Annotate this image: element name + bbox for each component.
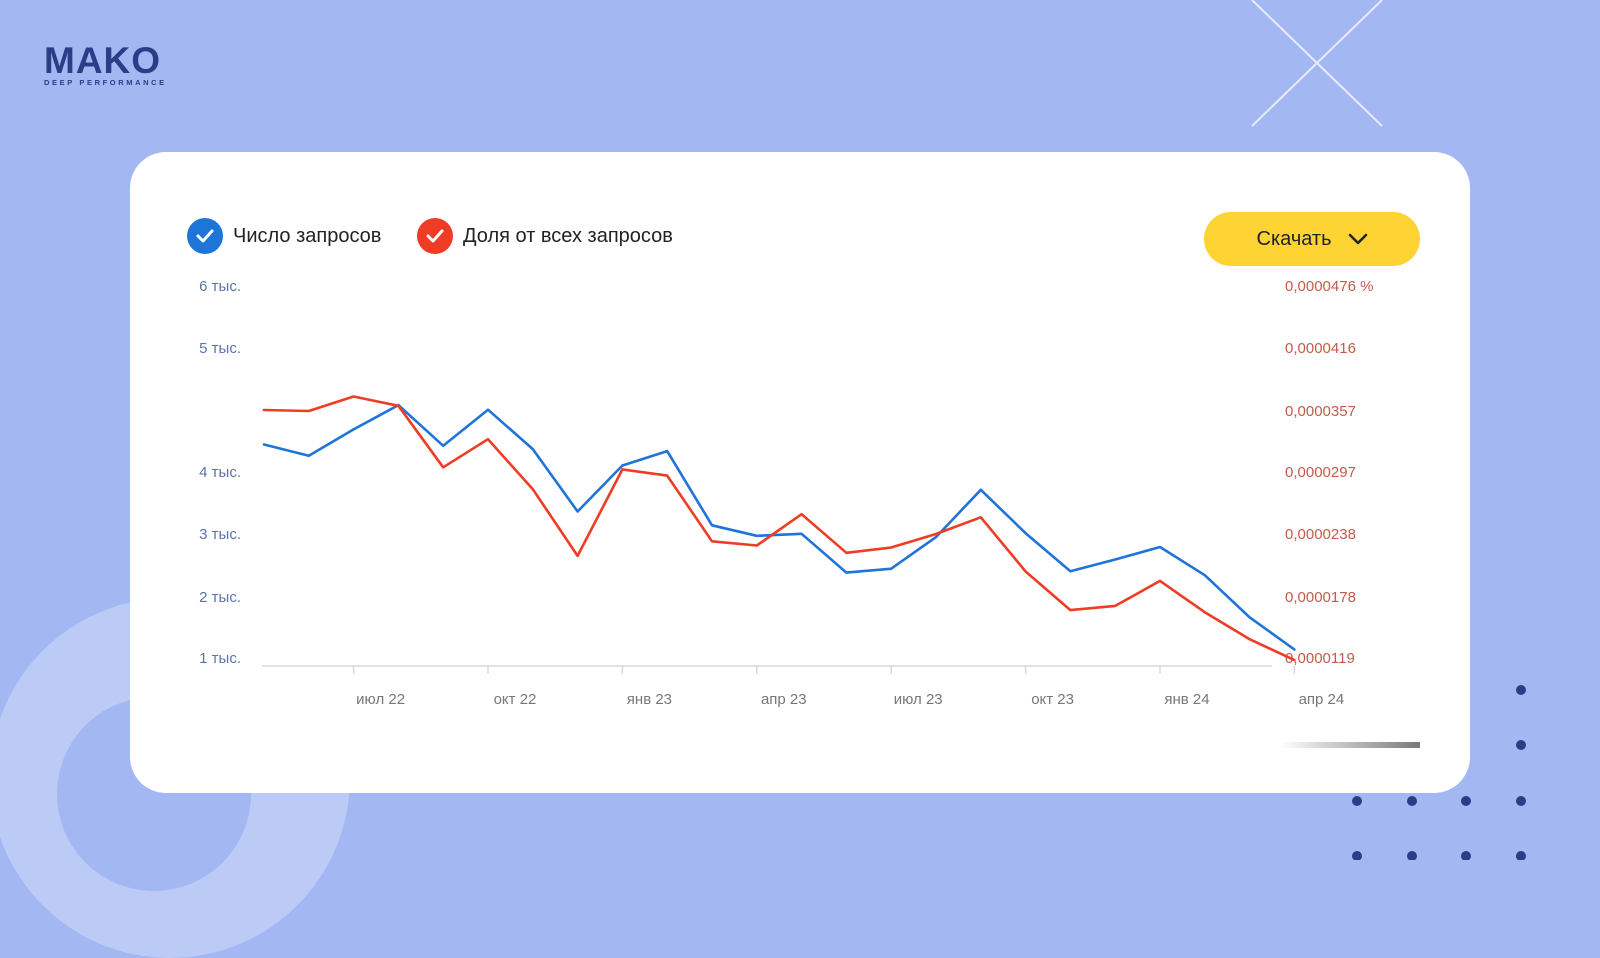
download-button[interactable]: Скачать [1204,212,1420,266]
y-right-tick-label: 0,0000178 [1285,589,1356,606]
check-icon [417,218,453,254]
legend-toggle-share[interactable]: Доля от всех запросов [417,216,673,256]
x-tick-label: окт 22 [494,691,537,708]
y-right-tick-label: 0,0000416 [1285,340,1356,357]
y-right-tick-label: 0,0000297 [1285,464,1356,481]
y-left-tick-label: 2 тыс. [199,589,241,606]
legend-label-share: Доля от всех запросов [463,224,673,247]
decorative-cross [1251,0,1383,127]
y-left-tick-label: 4 тыс. [199,464,241,481]
y-left-tick-label: 5 тыс. [199,340,241,357]
scroll-shadow [1280,742,1420,748]
y-right-tick-label: 0,0000357 [1285,403,1356,420]
y-right-tick-label: 0,0000119 [1285,650,1355,667]
legend-label-requests: Число запросов [233,224,382,247]
series-line-share [262,395,1296,662]
download-label: Скачать [1256,227,1332,250]
y-left-tick-label: 3 тыс. [199,526,241,543]
x-tick-label: июл 22 [356,691,405,708]
y-left-tick-label: 1 тыс. [199,650,241,667]
legend-toggle-requests[interactable]: Число запросов [187,216,381,256]
x-tick-label: июл 23 [894,691,943,708]
x-tick-label: янв 24 [1164,691,1209,708]
decorative-dots [1352,685,1526,860]
x-tick-label: апр 24 [1299,691,1345,708]
logo-wordmark: MAKO [44,40,162,81]
x-tick-label: апр 23 [761,691,807,708]
line-chart: 6 тыс. 5 тыс. 4 тыс. 3 тыс. 2 тыс. 1 тыс. 0,00… [199,278,1373,708]
y-left-tick-label: 6 тыс. [199,278,241,295]
logo: MAKO DEEP PERFORMANCE [44,40,167,88]
check-icon [187,218,223,254]
chevron-down-icon [1348,233,1367,245]
y-right-tick-label: 0,0000476 % [1285,278,1373,295]
series-line-requests [262,403,1296,651]
x-tick-label: янв 23 [627,691,672,708]
y-right-tick-label: 0,0000238 [1285,526,1356,543]
chart-card: Число запросов Доля от всех запросов Ска… [130,152,1470,793]
x-tick-label: окт 23 [1031,691,1074,708]
logo-tagline: DEEP PERFORMANCE [44,78,167,87]
